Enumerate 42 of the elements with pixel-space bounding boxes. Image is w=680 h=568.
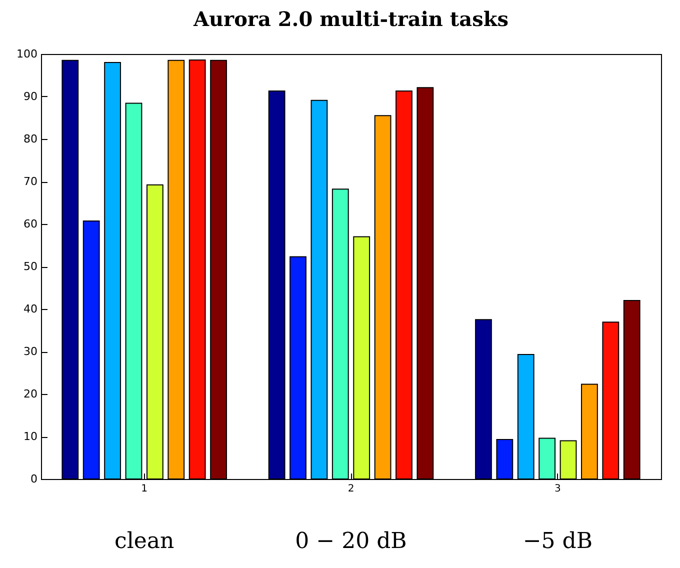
text: clean — [114, 529, 174, 554]
bar — [82, 220, 100, 480]
chart-title: Aurora 2.0 multi-train tasks — [192, 7, 508, 31]
bar — [538, 438, 556, 480]
bar — [332, 188, 349, 480]
bar — [188, 59, 206, 480]
text: −5 dB — [522, 529, 593, 554]
y-tick-label: 30 — [24, 345, 38, 358]
y-tick-label: 50 — [24, 260, 38, 273]
bar — [517, 354, 534, 480]
bar — [310, 100, 328, 480]
x-tick-label: 1 — [141, 484, 148, 494]
bar — [396, 90, 412, 480]
bar — [290, 256, 306, 480]
bar — [353, 236, 370, 480]
y-tick-label: 80 — [24, 132, 38, 146]
bar — [623, 300, 640, 480]
bar — [125, 102, 142, 480]
text: 0 − 20 dB — [295, 529, 407, 554]
bar — [475, 319, 492, 480]
bar — [268, 90, 286, 480]
bar — [602, 322, 620, 480]
y-tick-label: 10 — [24, 430, 38, 443]
bar — [416, 87, 434, 480]
bar — [104, 62, 121, 480]
bar — [168, 60, 185, 480]
bar — [496, 438, 514, 480]
y-tick-label: 0 — [30, 472, 38, 486]
y-tick-label: 40 — [24, 302, 38, 316]
y-tick-label: 60 — [24, 218, 38, 230]
bar — [374, 115, 392, 480]
x-tick-label: 2 — [348, 484, 354, 494]
bar — [62, 60, 79, 480]
bar — [560, 440, 577, 480]
y-tick-label: 100 — [16, 48, 38, 60]
y-tick-label: 90 — [24, 90, 38, 103]
bar — [210, 60, 227, 480]
x-tick-label: 3 — [554, 484, 561, 494]
y-tick-label: 70 — [24, 175, 38, 188]
bar — [146, 184, 164, 480]
bar — [581, 384, 598, 480]
y-tick-label: 20 — [24, 388, 38, 400]
